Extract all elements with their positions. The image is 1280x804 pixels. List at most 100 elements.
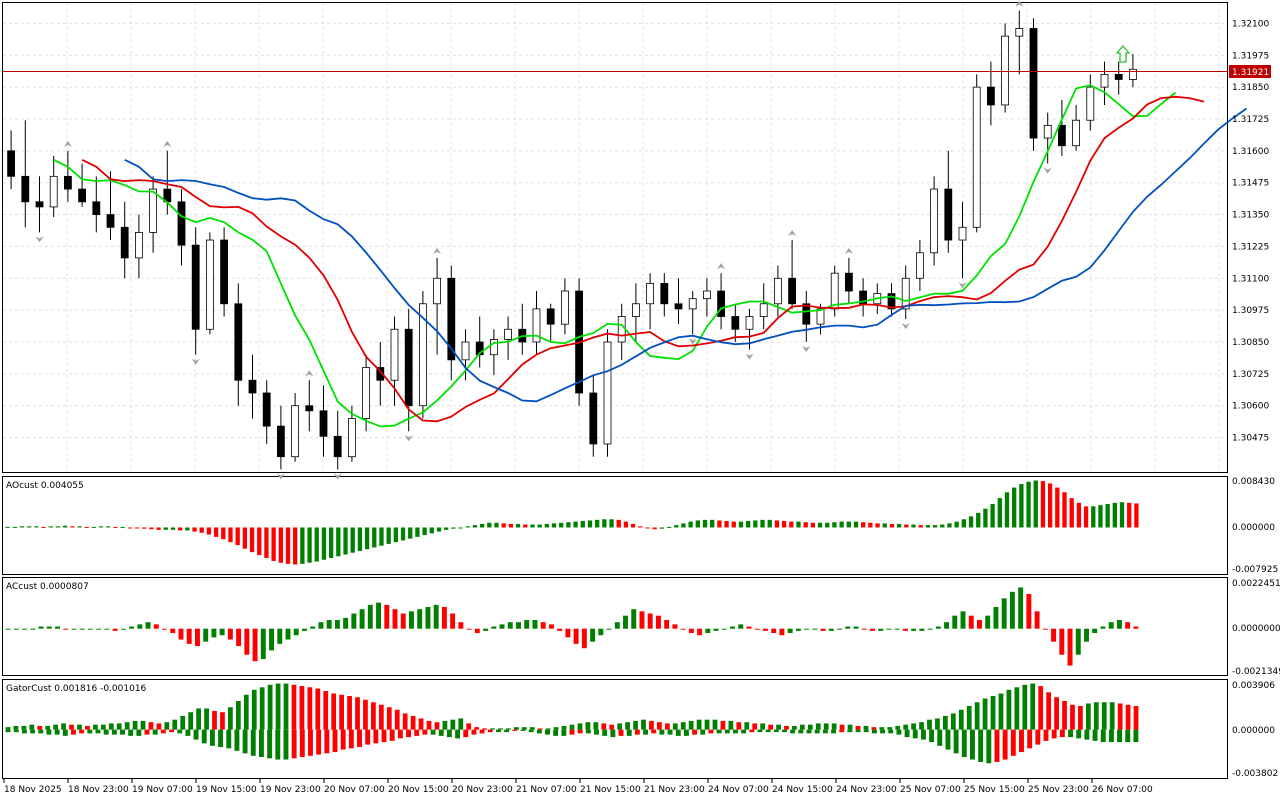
histogram-bar <box>530 524 535 528</box>
histogram-bar <box>667 729 673 735</box>
histogram-bar <box>444 527 449 530</box>
fractal-up-icon <box>305 370 314 377</box>
histogram-bar <box>185 527 190 531</box>
histogram-bar <box>839 724 845 730</box>
histogram-bar <box>249 527 255 553</box>
histogram-bar <box>244 628 250 655</box>
histogram-bar <box>817 522 823 528</box>
histogram-bar <box>551 523 557 528</box>
histogram-bar <box>704 719 710 730</box>
histogram-bar <box>148 722 154 730</box>
histogram-bar <box>347 696 352 730</box>
histogram-bar <box>625 722 630 730</box>
histogram-bar <box>696 719 702 730</box>
histogram-bar <box>823 723 829 730</box>
histogram-bar <box>683 729 689 736</box>
histogram-bar <box>429 527 434 534</box>
histogram-bar <box>919 628 925 631</box>
histogram-bar <box>1054 697 1059 730</box>
histogram-bar <box>573 628 579 644</box>
histogram-bar <box>1006 689 1012 730</box>
histogram-bar <box>1038 686 1044 730</box>
histogram-bar <box>275 729 281 760</box>
candle-body <box>589 392 598 445</box>
gator-axis-top: 0.003906 <box>1232 681 1275 691</box>
histogram-bar <box>561 729 567 736</box>
histogram-bar <box>889 523 895 528</box>
histogram-bar <box>98 526 104 528</box>
histogram-bar <box>1085 703 1091 730</box>
histogram-bar <box>162 628 167 630</box>
histogram-bar <box>332 729 338 753</box>
candle-body <box>688 298 697 310</box>
histogram-bar <box>804 628 810 630</box>
histogram-bar <box>22 628 28 630</box>
time-tick-label: 25 Nov 23:00 <box>1028 785 1089 795</box>
candle-body <box>461 341 470 361</box>
time-tick-label: 26 Nov 07:00 <box>1092 785 1153 795</box>
ac-pane-frame <box>2 577 1228 676</box>
ao-axis-bottom: -0.007925 <box>1232 565 1278 575</box>
buy-arrow-icon[interactable] <box>1115 45 1131 63</box>
histogram-bar <box>945 729 951 750</box>
histogram-bar <box>29 724 35 730</box>
histogram-bar <box>310 626 316 629</box>
time-tick-label: 20 Nov 23:00 <box>452 785 513 795</box>
fractal-down-icon <box>333 473 342 480</box>
histogram-bar <box>1059 628 1065 655</box>
price-tick-label: 1.30725 <box>1232 370 1269 380</box>
histogram-bar <box>318 622 324 629</box>
histogram-bar <box>106 526 111 528</box>
histogram-bar <box>203 628 209 642</box>
histogram-bar <box>927 628 933 630</box>
gator-axis-zero: 0.000000 <box>1232 726 1275 736</box>
histogram-bar <box>1100 626 1106 629</box>
histogram-bar <box>983 508 988 528</box>
histogram-bar <box>5 729 11 733</box>
candle-body <box>35 201 44 208</box>
histogram-bar <box>548 624 554 629</box>
time-tick-label: 20 Nov 15:00 <box>388 785 449 795</box>
histogram-bar <box>315 688 321 730</box>
histogram-bar <box>680 628 686 630</box>
histogram-bar <box>565 628 571 638</box>
histogram-bar <box>886 628 892 630</box>
histogram-bar <box>422 527 427 536</box>
candle-body <box>717 290 725 317</box>
histogram-bar <box>350 527 355 553</box>
histogram-bar <box>221 527 226 540</box>
histogram-bar <box>1010 729 1016 756</box>
histogram-bar <box>645 527 650 529</box>
histogram-bar <box>299 729 305 758</box>
histogram-bar <box>506 728 511 730</box>
histogram-bar <box>768 724 773 730</box>
time-tick-label: 21 Nov 07:00 <box>516 785 577 795</box>
histogram-bar <box>659 527 665 529</box>
histogram-bar <box>53 724 59 730</box>
histogram-bar <box>170 628 176 634</box>
histogram-bar <box>602 519 607 528</box>
histogram-bar <box>120 628 126 630</box>
histogram-bar <box>878 628 884 631</box>
histogram-bar <box>21 725 27 730</box>
ao-axis-zero: 0.000000 <box>1232 523 1275 533</box>
histogram-bar <box>193 729 199 740</box>
histogram-bar <box>482 728 487 730</box>
histogram-bar <box>34 526 39 528</box>
histogram-bar <box>904 729 910 738</box>
histogram-bar <box>630 523 636 528</box>
histogram-bar <box>1108 622 1114 629</box>
histogram-bar <box>160 729 166 734</box>
histogram-bar <box>822 729 828 734</box>
histogram-bar <box>491 626 497 629</box>
histogram-bar <box>947 523 952 528</box>
histogram-bar <box>307 527 312 563</box>
histogram-bar <box>895 725 901 730</box>
histogram-bar <box>257 527 262 556</box>
histogram-bar <box>156 527 161 530</box>
histogram-bar <box>417 609 423 629</box>
histogram-bar <box>871 729 877 734</box>
histogram-bar <box>95 729 101 734</box>
